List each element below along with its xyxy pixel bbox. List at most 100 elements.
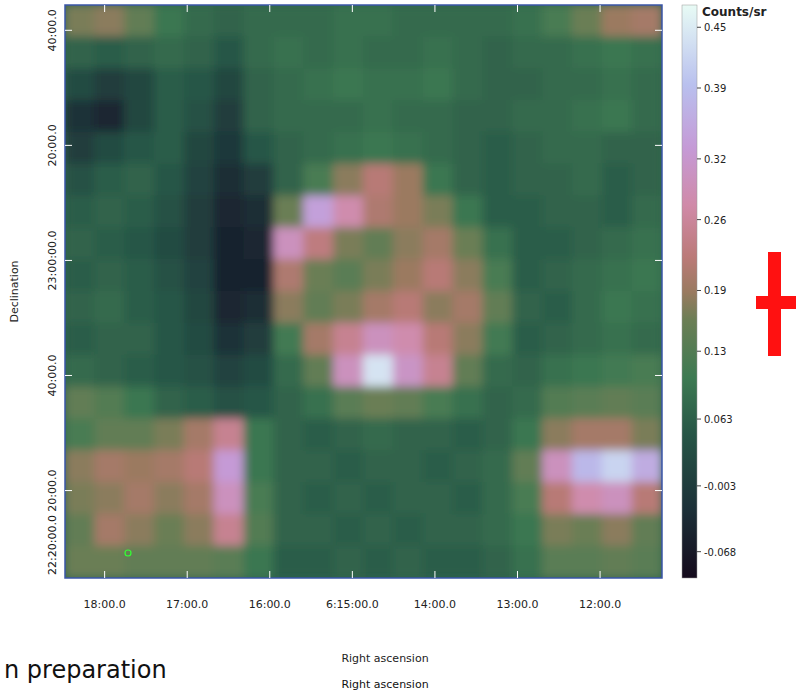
- heat-cell: [273, 227, 304, 260]
- heat-cell: [602, 164, 633, 197]
- heat-cell: [303, 36, 334, 69]
- heat-cell: [65, 164, 95, 197]
- heat-cell: [363, 418, 394, 451]
- heat-cell: [423, 355, 454, 388]
- heat-cell: [482, 196, 513, 229]
- heat-cell: [244, 450, 275, 483]
- heat-cell: [542, 164, 573, 197]
- heat-cell: [363, 100, 394, 133]
- x-tick-label: 16:00.0: [249, 598, 291, 611]
- heat-cell: [244, 132, 275, 165]
- heat-cell: [124, 291, 155, 324]
- colorbar-tick: [697, 290, 701, 291]
- x-tick: [187, 5, 188, 12]
- heat-cell: [184, 291, 215, 324]
- heat-cell: [542, 387, 573, 420]
- heat-cell: [273, 514, 304, 547]
- heat-cell: [512, 36, 543, 69]
- heat-cell: [154, 5, 185, 37]
- heat-cell: [94, 100, 125, 133]
- heat-cell: [572, 227, 603, 260]
- heat-cell: [453, 227, 484, 260]
- heat-cell: [632, 259, 662, 292]
- heat-cell: [154, 132, 185, 165]
- heat-cell: [453, 36, 484, 69]
- heat-cell: [244, 355, 275, 388]
- heat-cell: [542, 68, 573, 101]
- beam-marker: [125, 550, 131, 556]
- heat-cell: [333, 482, 364, 515]
- heat-cell: [184, 546, 215, 578]
- heat-cell: [482, 514, 513, 547]
- heat-cell: [184, 5, 215, 37]
- colorbar-tick: [697, 419, 701, 420]
- colorbar-tick-label: 0.32: [704, 154, 726, 165]
- colorbar-tick-label: 0.063: [704, 414, 733, 425]
- heat-cell: [363, 196, 394, 229]
- heat-cell: [273, 482, 304, 515]
- heat-cell: [214, 418, 245, 451]
- heat-cell: [542, 450, 573, 483]
- x-tick: [434, 5, 435, 12]
- heat-cell: [632, 514, 662, 547]
- heat-cell: [303, 450, 334, 483]
- heat-cell: [423, 5, 454, 37]
- heat-cell: [393, 5, 424, 37]
- colorbar-title: Counts/sr: [702, 5, 767, 19]
- colorbar-tick-label: -0.068: [704, 547, 736, 558]
- heat-cell: [363, 546, 394, 578]
- heat-cell: [423, 227, 454, 260]
- x-tick: [434, 571, 435, 578]
- heat-cell: [363, 5, 394, 37]
- y-tick: [65, 145, 72, 146]
- heat-cell: [154, 418, 185, 451]
- x-tick: [600, 5, 601, 12]
- heat-cell: [124, 387, 155, 420]
- heat-cell: [572, 291, 603, 324]
- chart: 18:00.017:00.016:00.06:15:00.014:00.013:…: [0, 0, 800, 698]
- heat-cell: [423, 68, 454, 101]
- heat-cell: [572, 5, 603, 37]
- heat-cell: [244, 259, 275, 292]
- heat-cell: [542, 514, 573, 547]
- heat-cell: [363, 291, 394, 324]
- heat-cell: [273, 100, 304, 133]
- heat-cell: [512, 450, 543, 483]
- heat-cell: [273, 68, 304, 101]
- heat-cell: [154, 164, 185, 197]
- heat-cell: [94, 514, 125, 547]
- x-tick-label: 14:00.0: [414, 598, 456, 611]
- heat-cell: [512, 546, 543, 578]
- heat-cell: [512, 291, 543, 324]
- heat-cell: [423, 36, 454, 69]
- heat-cell: [393, 323, 424, 356]
- heat-cell: [184, 36, 215, 69]
- heat-cell: [124, 227, 155, 260]
- heat-cell: [94, 546, 125, 578]
- heat-cell: [303, 196, 334, 229]
- heat-cell: [512, 5, 543, 37]
- heat-cell: [393, 387, 424, 420]
- heat-cell: [602, 196, 633, 229]
- heat-cell: [333, 227, 364, 260]
- plot-area: [65, 5, 662, 578]
- y-tick: [655, 490, 662, 491]
- heat-cell: [184, 450, 215, 483]
- x-tick: [352, 571, 353, 578]
- heat-cell: [94, 227, 125, 260]
- heat-cell: [602, 355, 633, 388]
- heat-cell: [184, 68, 215, 101]
- heat-cell: [512, 164, 543, 197]
- heat-cell: [65, 227, 95, 260]
- heat-cell: [154, 36, 185, 69]
- x-tick: [104, 571, 105, 578]
- heat-cell: [333, 196, 364, 229]
- x-tick: [352, 5, 353, 12]
- heat-cell: [154, 259, 185, 292]
- heat-cell: [124, 68, 155, 101]
- heat-cell: [184, 259, 215, 292]
- heat-cell: [184, 418, 215, 451]
- heat-cell: [154, 482, 185, 515]
- heat-cell: [423, 514, 454, 547]
- heat-cell: [333, 514, 364, 547]
